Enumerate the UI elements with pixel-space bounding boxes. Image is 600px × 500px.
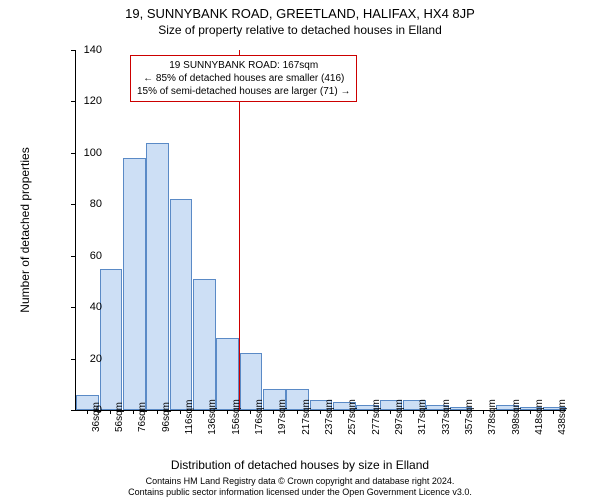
x-axis-label: Distribution of detached houses by size … (0, 458, 600, 472)
xtick-label: 337sqm (441, 399, 452, 435)
xtick-label: 237sqm (324, 399, 335, 435)
xtick-mark (203, 410, 204, 414)
xtick-label: 116sqm (184, 400, 195, 435)
ytick-mark (71, 50, 75, 51)
ytick-label: 60 (90, 250, 102, 262)
footer-line-1: Contains HM Land Registry data © Crown c… (0, 476, 600, 487)
chart-container: 19, SUNNYBANK ROAD, GREETLAND, HALIFAX, … (0, 0, 600, 500)
xtick-label: 277sqm (371, 399, 382, 435)
xtick-mark (413, 410, 414, 414)
xtick-label: 438sqm (557, 399, 568, 435)
ytick-label: 140 (84, 44, 102, 56)
xtick-mark (530, 410, 531, 414)
xtick-mark (250, 410, 251, 414)
ytick-mark (71, 307, 75, 308)
ytick-label: 120 (84, 95, 102, 107)
xtick-mark (297, 410, 298, 414)
xtick-label: 257sqm (347, 399, 358, 435)
xtick-label: 76sqm (137, 402, 148, 432)
xtick-mark (110, 410, 111, 414)
annotation-line-1: 19 SUNNYBANK ROAD: 167sqm (137, 59, 350, 72)
xtick-mark (180, 410, 181, 414)
xtick-label: 317sqm (417, 399, 428, 435)
annotation-box: 19 SUNNYBANK ROAD: 167sqm← 85% of detach… (130, 55, 357, 102)
property-marker-line (239, 50, 240, 410)
xtick-mark (437, 410, 438, 414)
xtick-label: 56sqm (114, 402, 125, 432)
xtick-mark (483, 410, 484, 414)
xtick-mark (553, 410, 554, 414)
ytick-mark (71, 256, 75, 257)
page-subtitle: Size of property relative to detached ho… (0, 21, 600, 37)
xtick-mark (273, 410, 274, 414)
xtick-mark (157, 410, 158, 414)
xtick-mark (227, 410, 228, 414)
ytick-mark (71, 410, 75, 411)
xtick-label: 36sqm (91, 402, 102, 432)
xtick-label: 378sqm (487, 399, 498, 435)
ytick-label: 100 (84, 147, 102, 159)
xtick-mark (343, 410, 344, 414)
annotation-line-2: ← 85% of detached houses are smaller (41… (137, 72, 350, 85)
footer-line-2: Contains public sector information licen… (0, 487, 600, 498)
xtick-label: 136sqm (207, 399, 218, 435)
xtick-mark (507, 410, 508, 414)
ytick-label: 20 (90, 353, 102, 365)
xtick-mark (87, 410, 88, 414)
xtick-label: 398sqm (511, 399, 522, 435)
xtick-mark (320, 410, 321, 414)
ytick-label: 80 (90, 198, 102, 210)
histogram-bar (100, 269, 123, 410)
ytick-label: 40 (90, 301, 102, 313)
page-title: 19, SUNNYBANK ROAD, GREETLAND, HALIFAX, … (0, 0, 600, 21)
ytick-mark (71, 204, 75, 205)
ytick-mark (71, 153, 75, 154)
xtick-label: 96sqm (161, 402, 172, 432)
xtick-label: 418sqm (534, 399, 545, 435)
histogram-bar (193, 279, 216, 410)
annotation-line-3: 15% of semi-detached houses are larger (… (137, 85, 350, 98)
xtick-label: 197sqm (277, 399, 288, 435)
xtick-label: 217sqm (301, 399, 312, 435)
footer-attribution: Contains HM Land Registry data © Crown c… (0, 476, 600, 498)
histogram-bar (170, 199, 193, 410)
xtick-mark (133, 410, 134, 414)
xtick-mark (390, 410, 391, 414)
histogram-bar (123, 158, 146, 410)
xtick-label: 297sqm (394, 399, 405, 435)
xtick-label: 357sqm (464, 399, 475, 435)
xtick-mark (460, 410, 461, 414)
xtick-label: 156sqm (231, 399, 242, 435)
xtick-label: 176sqm (254, 399, 265, 435)
xtick-mark (367, 410, 368, 414)
ytick-mark (71, 101, 75, 102)
histogram-plot (75, 50, 566, 411)
histogram-bar (146, 143, 169, 410)
y-axis-label: Number of detached properties (18, 147, 32, 312)
ytick-mark (71, 359, 75, 360)
